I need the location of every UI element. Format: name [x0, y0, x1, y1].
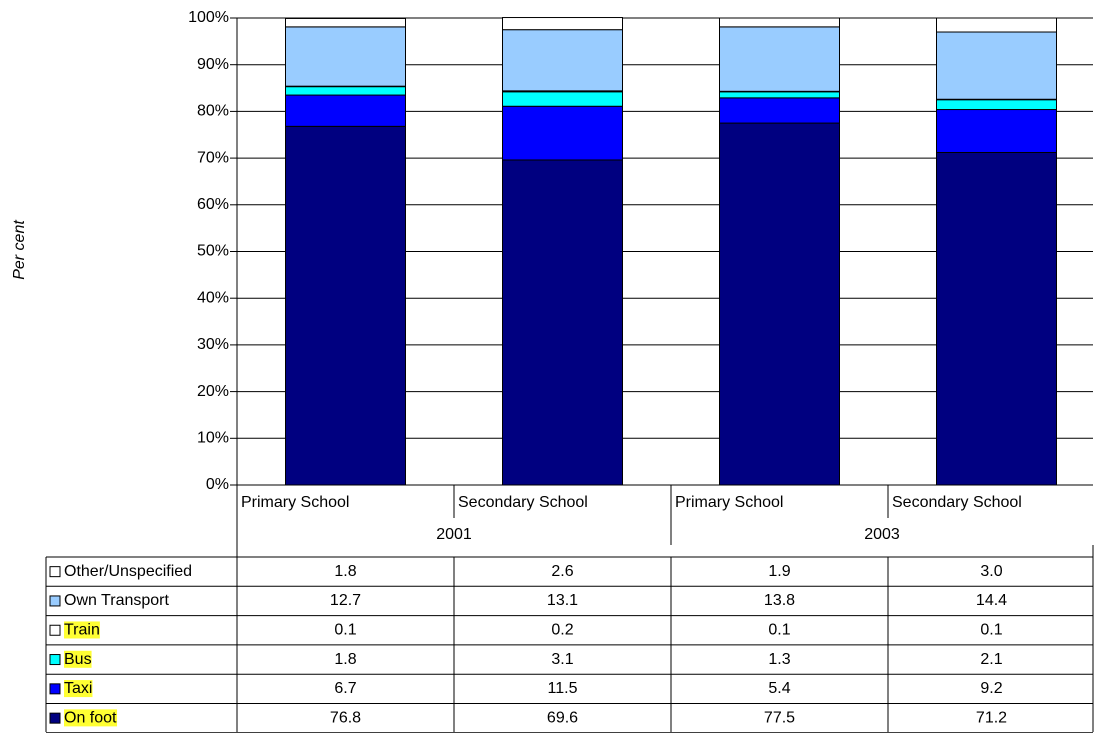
- bar-segment: [285, 26, 406, 87]
- table-value: 12.7: [330, 592, 361, 609]
- group-label: 2001: [436, 526, 472, 543]
- y-tick-label: 80%: [197, 103, 229, 120]
- bar-segment: [502, 91, 623, 107]
- table-value: 3.0: [980, 563, 1002, 580]
- legend-key: [49, 654, 61, 666]
- x-tick-label: Primary School: [675, 494, 783, 511]
- table-value: 71.2: [976, 709, 1007, 726]
- y-tick-label: 10%: [197, 430, 229, 447]
- x-tick-label: Secondary School: [458, 494, 588, 511]
- table-value: 1.8: [334, 651, 356, 668]
- table-value: 1.8: [334, 563, 356, 580]
- table-value: 2.1: [980, 651, 1002, 668]
- y-tick-label: 20%: [197, 383, 229, 400]
- bar-segment: [936, 31, 1057, 100]
- y-tick-label: 90%: [197, 56, 229, 73]
- legend-label: On foot: [64, 709, 117, 726]
- bar-segment: [719, 122, 840, 486]
- table-value: 11.5: [548, 680, 578, 697]
- bar-segment: [936, 99, 1057, 111]
- legend-highlight: [64, 680, 93, 698]
- y-tick-label: 0%: [206, 476, 229, 493]
- table-value: 0.1: [768, 621, 790, 638]
- legend-highlight: [64, 709, 118, 727]
- y-tick-label: 60%: [197, 196, 229, 213]
- bar-segment: [502, 159, 623, 486]
- bar-segment: [285, 86, 406, 96]
- y-tick-label: 30%: [197, 336, 229, 353]
- table-value: 69.6: [547, 709, 578, 726]
- bar-segment: [502, 105, 623, 161]
- x-tick-label: Primary School: [241, 494, 349, 511]
- table-value: 0.1: [334, 621, 356, 638]
- bar-segment: [719, 97, 840, 124]
- legend-highlight: [64, 621, 100, 639]
- bar-segment: [719, 91, 840, 99]
- bar-segment: [936, 17, 1057, 33]
- legend-label: Own Transport: [64, 592, 169, 609]
- group-label: 2003: [864, 526, 900, 543]
- y-tick-label: 100%: [188, 9, 229, 26]
- legend-highlight: [64, 650, 92, 668]
- table-value: 0.1: [980, 621, 1002, 638]
- bar-segment: [719, 26, 840, 92]
- legend-key: [49, 712, 61, 724]
- table-value: 76.8: [330, 709, 361, 726]
- table-value: 13.1: [547, 592, 578, 609]
- table-value: 0.2: [551, 621, 573, 638]
- y-tick-label: 70%: [197, 149, 229, 166]
- y-axis-label: Per cent: [11, 220, 28, 280]
- y-tick-label: 50%: [197, 243, 229, 260]
- legend-key: [49, 566, 61, 578]
- table-value: 9.2: [980, 680, 1002, 697]
- bar-segment: [502, 17, 623, 31]
- legend-key: [49, 595, 61, 607]
- y-tick-label: 40%: [197, 289, 229, 306]
- bar-segment: [285, 94, 406, 127]
- legend-label: Taxi: [64, 680, 92, 697]
- legend-key: [49, 624, 61, 636]
- bar-segment: [936, 109, 1057, 153]
- table-value: 14.4: [976, 592, 1007, 609]
- legend-key: [49, 683, 61, 695]
- bar-segment: [285, 125, 406, 486]
- legend-label: Bus: [64, 651, 92, 668]
- table-value: 2.6: [551, 563, 573, 580]
- table-value: 13.8: [764, 592, 795, 609]
- table-value: 5.4: [768, 680, 790, 697]
- legend-label: Other/Unspecified: [64, 563, 192, 580]
- table-value: 6.7: [334, 680, 356, 697]
- table-value: 1.9: [768, 563, 790, 580]
- bar-segment: [285, 17, 406, 28]
- bar-segment: [936, 151, 1057, 486]
- table-value: 77.5: [764, 709, 795, 726]
- bar-segment: [719, 17, 840, 28]
- legend-label: Train: [64, 621, 100, 638]
- table-value: 3.1: [551, 651, 573, 668]
- table-value: 1.3: [768, 651, 790, 668]
- x-tick-label: Secondary School: [892, 494, 1022, 511]
- bar-segment: [502, 29, 623, 92]
